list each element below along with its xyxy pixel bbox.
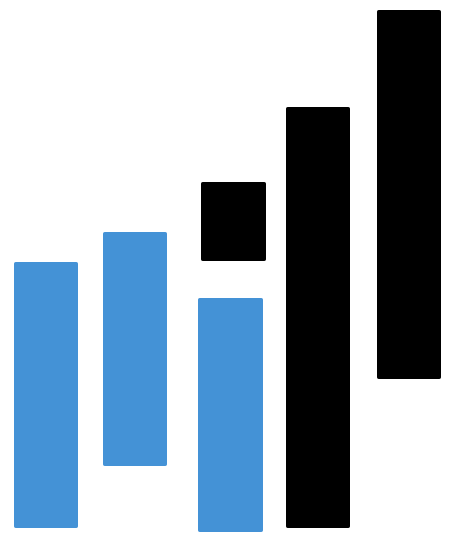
- logo-block-black-1: [286, 107, 350, 528]
- logo-block-blue-1: [14, 262, 78, 528]
- logo-block-black-2: [377, 10, 441, 379]
- logo-block-blue-3: [198, 298, 263, 532]
- logo-block-black-small: [201, 182, 266, 261]
- logo-block-blue-2: [103, 232, 167, 466]
